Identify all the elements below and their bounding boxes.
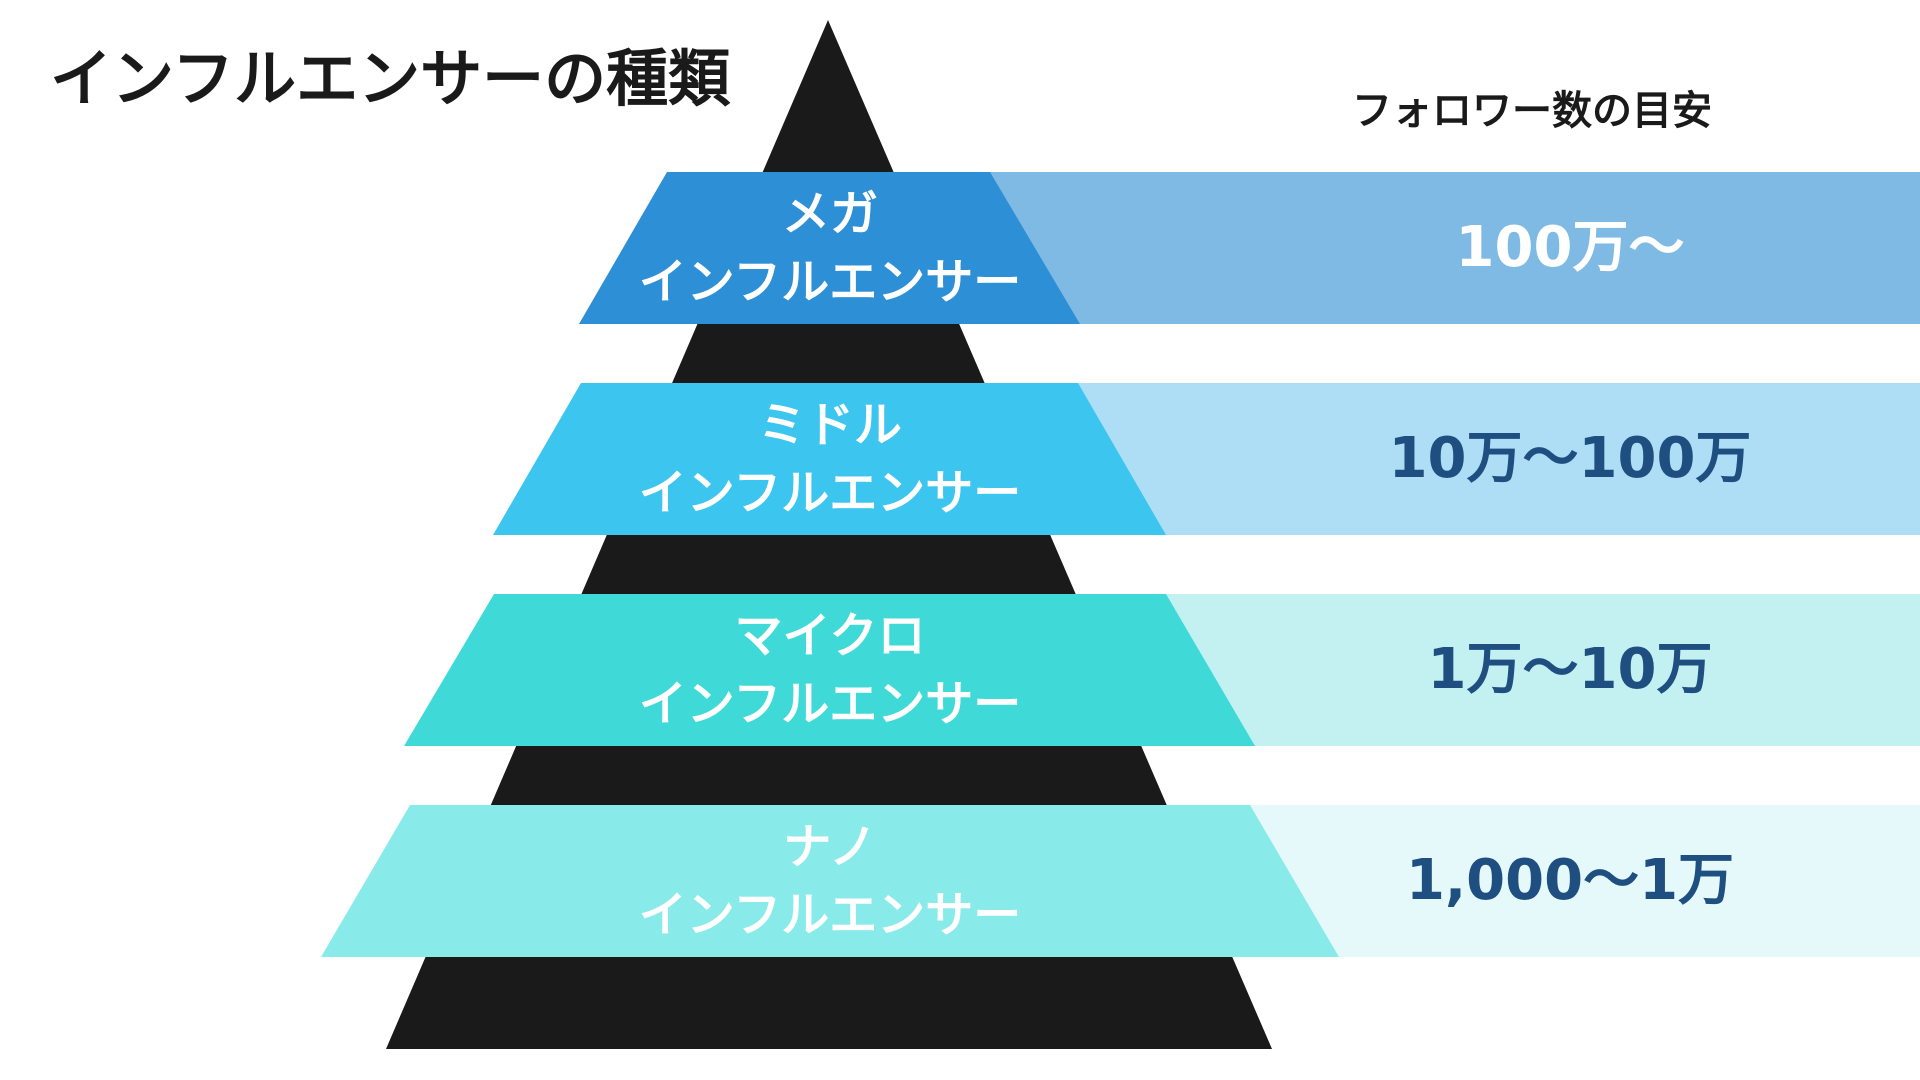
tier-name-mega: メガ [781,186,878,242]
page-title: インフルエンサーの種類 [50,42,731,115]
follower-count-header: フォロワー数の目安 [1352,88,1712,134]
tier-nano [321,805,1339,957]
tier-name-micro: マイクロ [734,608,926,664]
tier-label-nano: ナノ インフルエンサー [430,813,1230,949]
tier-subtitle-micro: インフルエンサー [638,676,1022,732]
tier-label-middle: ミドル インフルエンサー [430,391,1230,527]
range-nano: 1,000〜1万 [1405,848,1735,913]
range-middle: 10万〜100万 [1388,426,1752,491]
range-micro: 1万〜10万 [1427,637,1713,702]
band-nano [1250,805,1920,957]
tier-mega [579,172,1080,324]
tier-subtitle-nano: インフルエンサー [638,887,1022,943]
tier-micro [404,594,1255,746]
band-middle [1078,383,1920,535]
tier-label-mega: メガ インフルエンサー [430,180,1230,316]
tier-name-middle: ミドル [757,397,902,453]
band-micro [1166,594,1920,746]
band-mega [990,172,1920,324]
tier-subtitle-middle: インフルエンサー [638,465,1022,521]
range-mega: 100万〜 [1455,215,1685,280]
tier-label-micro: マイクロ インフルエンサー [430,602,1230,738]
tier-name-nano: ナノ [783,819,877,875]
tier-middle [493,383,1166,535]
tier-subtitle-mega: インフルエンサー [638,254,1022,310]
